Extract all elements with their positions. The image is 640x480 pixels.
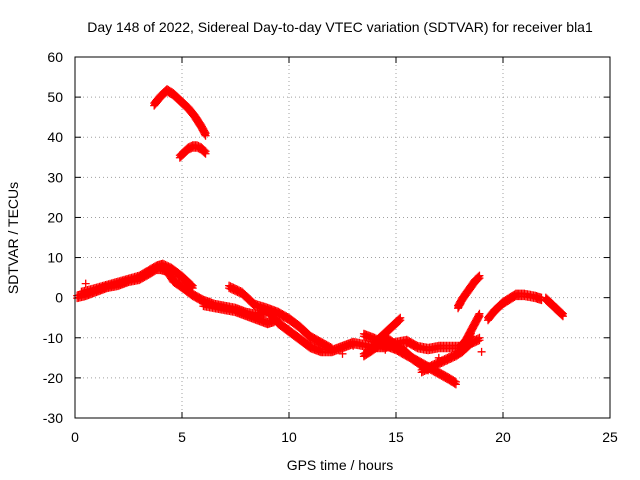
y-tick-label: 40: [47, 129, 63, 145]
data-point: [317, 347, 326, 356]
data-point: [396, 316, 405, 325]
data-point: [200, 130, 209, 139]
data-point: [450, 379, 459, 388]
data-point: [477, 347, 486, 356]
y-tick-label: 30: [47, 169, 63, 185]
x-tick-label: 0: [71, 429, 79, 445]
data-point: [475, 274, 484, 283]
data-point: [187, 283, 196, 292]
data-point: [326, 345, 335, 354]
y-tick-label: -30: [43, 410, 63, 426]
x-tick-label: 20: [495, 429, 511, 445]
tick-layer: 0 5 10 15 20 25 -30 -20 -10 0 10 20 30 40 50 60: [43, 49, 618, 445]
data-point: [381, 345, 390, 354]
y-tick-label: 0: [55, 290, 63, 306]
data-point: [327, 346, 336, 355]
data-point: [81, 279, 90, 288]
y-tick-label: 10: [47, 250, 63, 266]
data-point: [451, 380, 460, 389]
data-point: [270, 318, 279, 327]
data-point: [338, 349, 347, 358]
data-layer: [73, 85, 567, 389]
x-axis-label: GPS time / hours: [287, 457, 394, 473]
data-point: [201, 131, 210, 140]
data-point: [558, 312, 567, 321]
y-axis-label: SDTVAR / TECUs: [5, 182, 21, 294]
data-point: [434, 353, 443, 362]
data-point: [552, 303, 561, 312]
x-tick-label: 5: [178, 429, 186, 445]
x-tick-label: 25: [602, 429, 618, 445]
grid-layer: [75, 57, 610, 418]
y-tick-label: 60: [47, 49, 63, 65]
x-tick-label: 15: [388, 429, 404, 445]
data-point: [395, 317, 404, 326]
data-point: [474, 313, 483, 322]
chart-title: Day 148 of 2022, Sidereal Day-to-day VTE…: [87, 19, 593, 35]
x-tick-label: 10: [281, 429, 297, 445]
data-point: [475, 336, 484, 345]
plot-frame: [74, 56, 611, 419]
data-point: [474, 275, 483, 284]
data-point: [201, 149, 210, 158]
data-point: [557, 311, 566, 320]
data-point: [475, 312, 484, 321]
y-tick-label: -20: [43, 370, 63, 386]
y-tick-label: 50: [47, 89, 63, 105]
data-point: [359, 349, 368, 358]
data-point: [188, 284, 197, 293]
data-point: [205, 297, 214, 306]
y-tick-label: 20: [47, 209, 63, 225]
y-tick-label: -10: [43, 330, 63, 346]
data-point: [349, 341, 358, 350]
data-point: [200, 148, 209, 157]
data-point: [402, 339, 411, 348]
